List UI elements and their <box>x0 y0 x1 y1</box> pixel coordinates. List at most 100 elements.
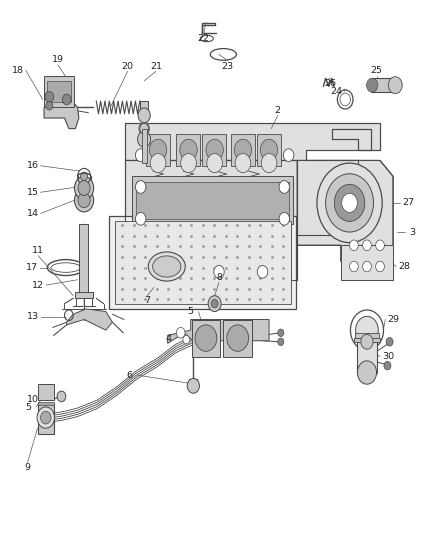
Circle shape <box>211 300 218 308</box>
Circle shape <box>317 163 382 243</box>
Polygon shape <box>168 319 269 343</box>
Circle shape <box>350 261 358 272</box>
Polygon shape <box>297 160 393 261</box>
Circle shape <box>45 92 53 102</box>
Bar <box>371 78 395 92</box>
Text: 21: 21 <box>150 62 162 70</box>
Circle shape <box>260 139 278 160</box>
Text: 30: 30 <box>382 352 394 361</box>
Bar <box>189 379 197 384</box>
Circle shape <box>357 361 377 384</box>
Text: 4: 4 <box>166 334 172 343</box>
Circle shape <box>361 334 373 349</box>
Bar <box>132 176 293 224</box>
Circle shape <box>376 240 385 251</box>
Polygon shape <box>67 309 113 330</box>
Bar <box>341 245 393 280</box>
Text: 8: 8 <box>216 272 222 281</box>
Circle shape <box>363 240 371 251</box>
Circle shape <box>62 94 71 105</box>
Bar <box>140 101 148 114</box>
Circle shape <box>195 325 217 351</box>
Polygon shape <box>125 160 297 280</box>
Text: 7: 7 <box>144 296 150 305</box>
Bar <box>141 128 147 163</box>
Bar <box>110 216 297 309</box>
Circle shape <box>177 327 185 338</box>
Bar <box>75 292 93 298</box>
Circle shape <box>257 265 268 278</box>
Circle shape <box>334 184 365 221</box>
Circle shape <box>234 139 252 160</box>
Circle shape <box>78 193 90 208</box>
Bar <box>192 319 220 357</box>
Text: 28: 28 <box>398 262 410 271</box>
Circle shape <box>139 122 149 135</box>
Text: 13: 13 <box>27 312 39 321</box>
Circle shape <box>206 139 223 160</box>
Bar <box>146 134 170 166</box>
Text: 22: 22 <box>198 34 210 43</box>
Text: 9: 9 <box>25 464 31 472</box>
Circle shape <box>279 213 290 225</box>
Text: 6: 6 <box>127 370 133 379</box>
Bar <box>79 224 88 293</box>
Text: 25: 25 <box>371 66 382 75</box>
Circle shape <box>325 174 374 232</box>
Bar <box>38 405 54 433</box>
Circle shape <box>207 154 223 173</box>
Circle shape <box>37 407 54 428</box>
Circle shape <box>74 189 94 212</box>
Text: 14: 14 <box>27 209 39 218</box>
Circle shape <box>180 139 197 160</box>
Circle shape <box>227 325 249 351</box>
Circle shape <box>149 139 167 160</box>
Bar <box>115 221 291 304</box>
Circle shape <box>183 335 190 344</box>
Text: 11: 11 <box>32 246 44 255</box>
Circle shape <box>46 102 53 110</box>
Circle shape <box>135 181 146 193</box>
Circle shape <box>187 378 199 393</box>
Circle shape <box>389 77 402 94</box>
Circle shape <box>41 411 51 424</box>
Text: 26: 26 <box>324 79 336 88</box>
Bar <box>202 134 226 166</box>
Text: 17: 17 <box>26 263 38 272</box>
Bar <box>223 319 252 357</box>
Circle shape <box>135 149 146 161</box>
Circle shape <box>342 193 357 213</box>
Text: 19: 19 <box>52 55 64 64</box>
Circle shape <box>235 154 251 173</box>
Polygon shape <box>125 123 380 235</box>
Bar <box>177 134 200 166</box>
Text: 15: 15 <box>27 188 39 197</box>
Circle shape <box>214 265 224 278</box>
Bar <box>47 81 71 102</box>
Bar <box>231 134 254 166</box>
Text: 23: 23 <box>222 62 234 70</box>
Text: 2: 2 <box>275 106 281 115</box>
Polygon shape <box>44 102 79 128</box>
Circle shape <box>283 149 294 161</box>
Circle shape <box>135 213 146 225</box>
Bar <box>38 402 54 406</box>
Circle shape <box>57 391 66 402</box>
Circle shape <box>181 154 196 173</box>
Bar <box>130 224 291 280</box>
Bar <box>44 76 74 108</box>
Ellipse shape <box>148 252 185 281</box>
Bar <box>38 384 54 400</box>
Circle shape <box>376 261 385 272</box>
Circle shape <box>208 296 221 312</box>
Text: 5: 5 <box>25 402 32 411</box>
Circle shape <box>138 108 150 123</box>
Bar <box>136 182 289 219</box>
Text: 3: 3 <box>410 228 416 237</box>
Circle shape <box>261 154 277 173</box>
Text: 16: 16 <box>27 161 39 170</box>
Text: 10: 10 <box>27 394 39 403</box>
Text: 12: 12 <box>32 280 44 289</box>
Circle shape <box>138 131 151 147</box>
Circle shape <box>386 337 393 346</box>
